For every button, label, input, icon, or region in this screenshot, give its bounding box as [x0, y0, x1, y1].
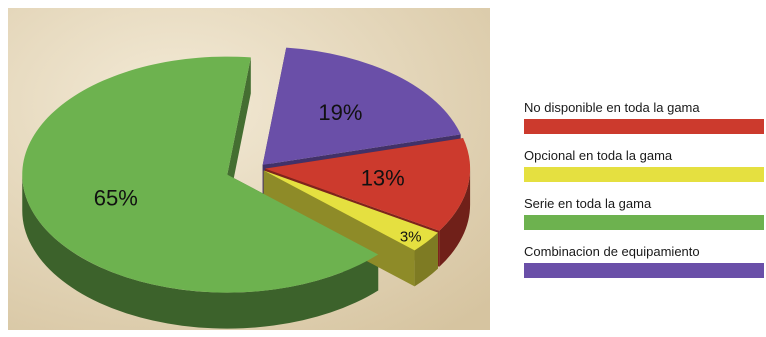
slice-value-label: 3% [400, 229, 422, 246]
legend: No disponible en toda la gama Opcional e… [524, 100, 764, 292]
legend-swatch [524, 167, 764, 182]
pie-slice-side [439, 168, 471, 267]
legend-label: Opcional en toda la gama [524, 148, 673, 163]
pie-slice-side [22, 174, 379, 329]
pie-chart: 13% 3% 65% 19% [8, 8, 490, 330]
legend-swatch [524, 263, 764, 278]
pie-slice [22, 56, 379, 293]
legend-label: Combinacion de equipamiento [524, 244, 700, 259]
legend-swatch [524, 119, 764, 134]
legend-swatch [524, 215, 764, 230]
legend-item: Combinacion de equipamiento [524, 244, 764, 292]
slice-value-label: 65% [94, 185, 138, 210]
pie-slice [265, 138, 471, 231]
pie-slice [262, 47, 461, 165]
legend-item: Opcional en toda la gama [524, 148, 764, 196]
legend-label: No disponible en toda la gama [524, 100, 700, 115]
legend-item: Serie en toda la gama [524, 196, 764, 244]
legend-label: Serie en toda la gama [524, 196, 652, 211]
slice-value-label: 19% [318, 100, 362, 125]
pie-slice-side [414, 232, 438, 287]
slice-value-label: 13% [361, 166, 405, 191]
pie-slice [263, 170, 438, 251]
pie-slice-wall [263, 170, 415, 287]
pie-chart-panel: 13% 3% 65% 19% [8, 8, 490, 330]
legend-item: No disponible en toda la gama [524, 100, 764, 148]
pie-slice-wall [227, 57, 251, 211]
